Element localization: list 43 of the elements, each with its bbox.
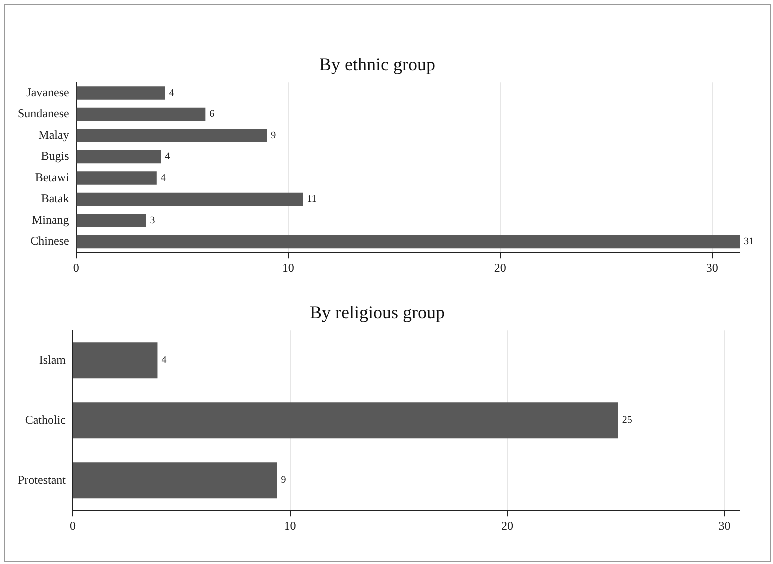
data-label: 4 bbox=[165, 152, 170, 163]
y-tick-label: Sundanese bbox=[18, 106, 70, 121]
x-tick-label: 10 bbox=[282, 260, 294, 275]
chart-title: By ethnic group bbox=[320, 54, 436, 75]
y-tick-label: Batak bbox=[41, 192, 70, 206]
bar bbox=[76, 235, 740, 249]
data-label: 4 bbox=[162, 355, 167, 366]
y-tick-label: Betawi bbox=[35, 170, 70, 184]
y-tick-label: Chinese bbox=[30, 234, 70, 248]
data-label: 4 bbox=[169, 88, 174, 99]
bar bbox=[76, 108, 206, 122]
data-label: 9 bbox=[271, 130, 276, 142]
x-tick-label: 20 bbox=[502, 518, 514, 533]
x-tick-label: 20 bbox=[494, 260, 506, 275]
bar bbox=[76, 86, 166, 100]
y-tick-label: Minang bbox=[32, 212, 70, 227]
data-label: 6 bbox=[210, 109, 215, 120]
bar bbox=[76, 172, 157, 185]
bar bbox=[76, 214, 146, 228]
x-tick-label: 0 bbox=[73, 260, 80, 275]
data-label: 11 bbox=[307, 194, 317, 206]
chart-title: By religious group bbox=[310, 302, 445, 323]
bar bbox=[76, 192, 304, 206]
x-tick-label: 30 bbox=[718, 518, 731, 533]
bar bbox=[73, 462, 278, 499]
bar bbox=[76, 129, 268, 142]
y-tick-label: Bugis bbox=[41, 149, 70, 164]
data-label: 9 bbox=[281, 475, 286, 486]
y-tick-label: Protestant bbox=[18, 472, 67, 487]
x-tick-label: 0 bbox=[70, 518, 76, 533]
bar bbox=[73, 342, 158, 379]
x-tick-label: 30 bbox=[706, 260, 718, 275]
data-label: 31 bbox=[744, 236, 754, 248]
x-tick-label: 10 bbox=[284, 518, 296, 533]
data-label: 3 bbox=[150, 215, 156, 226]
y-tick-label: Islam bbox=[39, 352, 67, 367]
data-label: 4 bbox=[160, 172, 166, 184]
bar bbox=[76, 150, 162, 164]
y-tick-label: Javanese bbox=[26, 85, 70, 100]
bar bbox=[73, 402, 618, 439]
y-tick-label: Malay bbox=[38, 128, 70, 142]
y-tick-label: Catholic bbox=[25, 412, 66, 427]
data-label: 25 bbox=[622, 415, 632, 426]
